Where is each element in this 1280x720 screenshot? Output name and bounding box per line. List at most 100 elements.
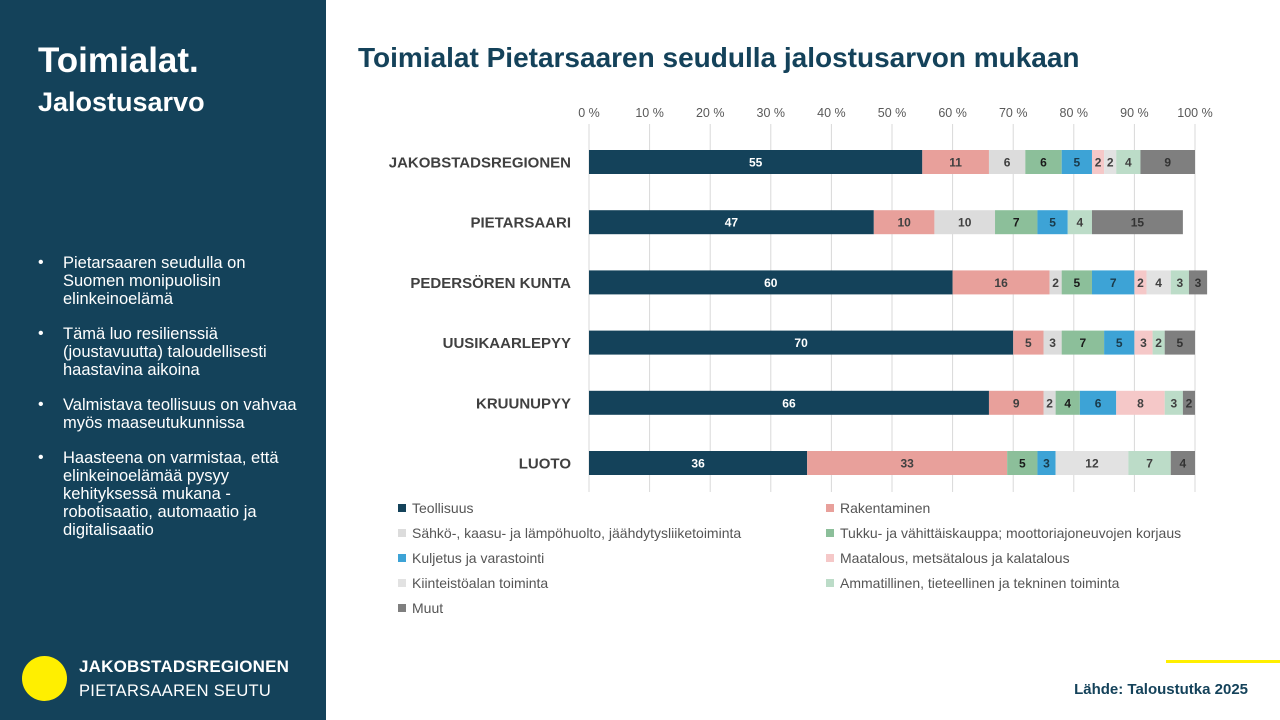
bar-segment [952, 270, 1050, 295]
bar-segment [1134, 270, 1147, 295]
bullet-item: Haasteena on varmistaa, että elinkeinoel… [38, 449, 308, 539]
bar-segment [1061, 330, 1105, 355]
bar-segment [1164, 390, 1183, 415]
x-tick-label: 0 % [578, 106, 600, 120]
data-label: 55 [749, 156, 763, 170]
legend-swatch [826, 554, 834, 562]
data-label: 5 [1116, 336, 1123, 350]
bar-segment [1128, 451, 1171, 475]
legend-item: Tukku- ja vähittäiskauppa; moottoriajone… [826, 525, 1181, 541]
legend-item: Rakentaminen [826, 500, 930, 516]
bar-segment [1079, 390, 1117, 415]
bullet-list: Pietarsaaren seudulla on Suomen monipuol… [38, 254, 308, 556]
legend-swatch [398, 604, 406, 612]
category-label: KRUUNUPYY [476, 395, 571, 412]
bullet-item: Valmistava teollisuus on vahvaa myös maa… [38, 396, 308, 432]
bar-segment [1007, 451, 1038, 475]
data-label: 2 [1095, 156, 1102, 170]
legend-item: Muut [398, 600, 443, 616]
data-label: 8 [1137, 396, 1144, 410]
data-label: 2 [1186, 396, 1193, 410]
bar-segment [1037, 210, 1068, 235]
legend-item: Kiinteistöalan toiminta [398, 575, 548, 591]
legend-swatch [398, 579, 406, 587]
bar-segment [1116, 150, 1141, 174]
sidebar-subtitle: Jalostusarvo [38, 87, 205, 117]
data-label: 6 [1095, 396, 1102, 410]
data-label: 2 [1107, 156, 1114, 170]
category-label: JAKOBSTADSREGIONEN [389, 155, 571, 172]
x-tick-label: 20 % [696, 106, 725, 120]
brand-logo-circle [22, 656, 67, 701]
bullet-item: Pietarsaaren seudulla on Suomen monipuol… [38, 254, 308, 308]
x-tick-label: 40 % [817, 106, 846, 120]
legend-swatch [398, 554, 406, 562]
legend-item: Ammatillinen, tieteellinen ja tekninen t… [826, 575, 1119, 591]
bar-segment [1116, 390, 1165, 415]
legend-swatch [826, 529, 834, 537]
bar-segment [1140, 150, 1195, 174]
bar-segment [922, 150, 989, 174]
bar-segment [1146, 270, 1171, 295]
legend-swatch [398, 529, 406, 537]
legend-item: Sähkö-, kaasu- ja lämpöhuolto, jäähdytys… [398, 525, 741, 541]
legend-label: Teollisuus [412, 500, 474, 516]
bar-segment [1164, 330, 1195, 355]
data-label: 5 [1177, 336, 1184, 350]
data-label: 3 [1170, 396, 1177, 410]
category-label: UUSIKAARLEPYY [443, 335, 571, 352]
bar-segment [1170, 270, 1189, 295]
bar-segment [1049, 270, 1062, 295]
source-note: Lähde: Taloustutka 2025 [1074, 681, 1248, 698]
bar-segment [1091, 150, 1105, 174]
bar-segment [988, 150, 1026, 174]
bar-segment [589, 451, 808, 475]
bar-segment [1091, 270, 1135, 295]
data-label: 3 [1043, 457, 1050, 471]
bar-segment [1043, 390, 1056, 415]
brand-subname: PIETARSAAREN SEUTU [79, 682, 272, 700]
legend-swatch [826, 579, 834, 587]
bar-segment [1152, 330, 1165, 355]
bar-segment [589, 270, 953, 295]
data-label: 70 [794, 336, 808, 350]
legend-label: Tukku- ja vähittäiskauppa; moottoriajone… [840, 525, 1182, 541]
legend-item: Teollisuus [398, 500, 473, 516]
bar-segment [589, 150, 923, 174]
data-label: 10 [897, 216, 911, 230]
data-label: 3 [1140, 336, 1147, 350]
data-label: 12 [1085, 457, 1099, 471]
data-label: 6 [1040, 156, 1047, 170]
data-label: 33 [900, 457, 914, 471]
bar-segment [1061, 150, 1092, 174]
data-label: 15 [1131, 216, 1145, 230]
data-label: 5 [1025, 336, 1032, 350]
bullet-item: Tämä luo resilienssiä (joustavuutta) tal… [38, 325, 308, 379]
bar-segment [1091, 210, 1183, 235]
x-tick-label: 80 % [1060, 106, 1089, 120]
data-label: 5 [1073, 156, 1080, 170]
x-tick-label: 10 % [635, 106, 664, 120]
bar-segment [1061, 270, 1092, 295]
bar-segment [807, 451, 1008, 475]
data-label: 9 [1164, 156, 1171, 170]
data-label: 3 [1195, 276, 1202, 290]
x-tick-label: 70 % [999, 106, 1028, 120]
bar-segment [1104, 150, 1117, 174]
bar-segment [1055, 390, 1080, 415]
data-label: 2 [1052, 276, 1059, 290]
x-tick-label: 60 % [938, 106, 967, 120]
legend-label: Kiinteistöalan toiminta [412, 575, 549, 591]
category-label: LUOTO [519, 456, 572, 473]
brand-name: JAKOBSTADSREGIONEN [79, 657, 290, 676]
data-label: 9 [1013, 396, 1020, 410]
data-label: 7 [1013, 216, 1020, 230]
data-label: 7 [1146, 457, 1153, 471]
bar-segment [1104, 330, 1135, 355]
data-label: 4 [1125, 156, 1132, 170]
data-label: 66 [782, 396, 796, 410]
data-label: 4 [1180, 457, 1187, 471]
data-label: 6 [1004, 156, 1011, 170]
bar-segment [1182, 390, 1195, 415]
stacked-bar-chart: 0 % 10 % 20 % 30 % 40 % 50 % 60 % 70 % 80 % 90 % 1… [389, 106, 1213, 492]
